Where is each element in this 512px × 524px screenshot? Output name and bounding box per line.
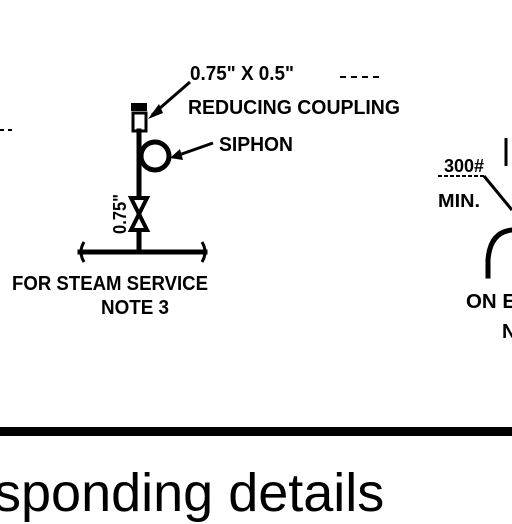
pressure-label: 300# xyxy=(444,156,484,176)
siphon-label: SIPHON xyxy=(219,134,293,156)
min-label: MIN. xyxy=(438,191,480,211)
service-label-line1: FOR STEAM SERVICE xyxy=(12,273,208,295)
leader-coupling-arrowhead xyxy=(148,104,163,119)
header-break-right xyxy=(200,241,207,263)
right-leader xyxy=(482,175,512,211)
service-label-line2: NOTE 3 xyxy=(101,297,169,319)
leader-siphon xyxy=(175,141,214,158)
right-elbow-pipe xyxy=(485,227,512,279)
valve-size-label: 0.75" xyxy=(110,194,130,234)
right-partial-label-2: N xyxy=(502,321,512,343)
coupling-label: REDUCING COUPLING xyxy=(188,97,400,119)
valve-symbol xyxy=(127,196,151,232)
reducing-coupling-symbol xyxy=(131,111,148,133)
size-label: 0.75" X 0.5" xyxy=(190,63,294,85)
header-break-left xyxy=(79,241,86,263)
right-partial-label-1: ON E xyxy=(466,291,512,313)
leader-siphon-arrowhead xyxy=(170,149,183,160)
coupling-cap xyxy=(131,103,147,111)
caption-text: sponding details xyxy=(0,463,385,523)
piping-detail-drawing: 0.75" X 0.5" REDUCING COUPLING SIPHON 0.… xyxy=(0,63,512,343)
siphon-symbol xyxy=(138,139,172,173)
section-divider-rule xyxy=(0,427,512,436)
